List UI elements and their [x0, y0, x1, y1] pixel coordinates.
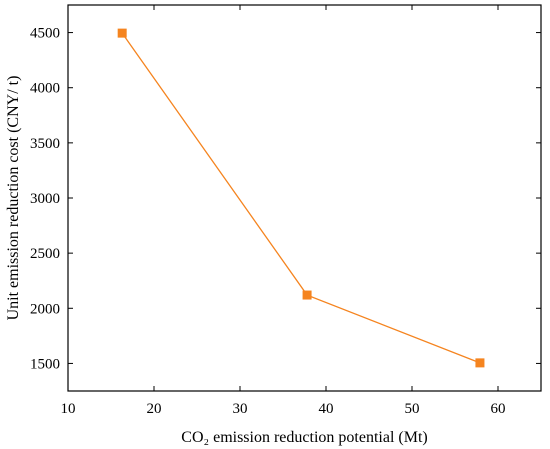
y-tick-label: 1500 [30, 356, 60, 372]
plot-frame [67, 4, 542, 392]
y-tick-label: 2000 [30, 301, 60, 317]
x-axis-label: CO₂ emission reduction potential (Mt) [181, 429, 427, 446]
y-tick-label: 4000 [30, 81, 60, 97]
axis-ticks: 10 20 30 40 50 60 1500 2000 2500 3000 3500 4000 4500 [30, 5, 541, 417]
x-tick-label: 20 [147, 401, 162, 417]
x-tick-label: 50 [405, 401, 420, 417]
y-axis-label: Unit emission reduction cost (CNY/ t) [5, 76, 22, 321]
y-tick-label: 2500 [30, 246, 60, 262]
x-tick-label: 30 [233, 401, 248, 417]
data-point-marker [302, 290, 312, 300]
y-tick-label: 4500 [30, 26, 60, 42]
plot-area-border [67, 4, 542, 392]
x-tick-label: 40 [319, 401, 334, 417]
series-line [121, 32, 481, 364]
data-point-marker [475, 358, 485, 368]
y-tick-label: 3500 [30, 136, 60, 152]
y-tick-label: 3000 [30, 191, 60, 207]
x-tick-label: 10 [61, 401, 76, 417]
series-layer [117, 28, 485, 368]
data-point-marker [117, 28, 127, 38]
x-tick-label: 60 [491, 401, 506, 417]
